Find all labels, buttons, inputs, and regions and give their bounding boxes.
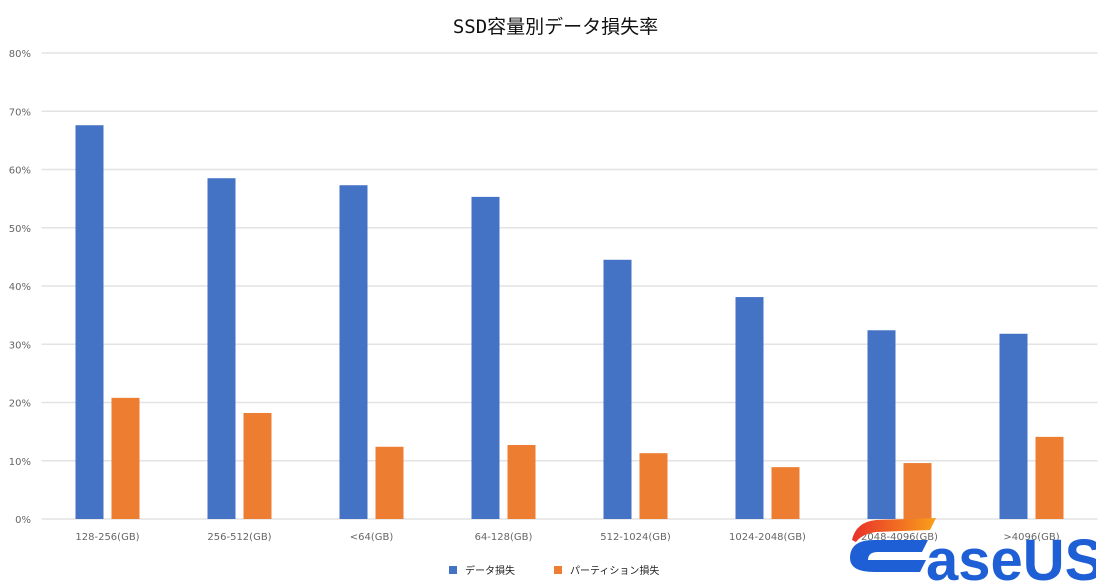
y-tick-label: 40% [9,282,31,293]
easeus-logo-watermark: aseUS [850,518,1096,584]
y-tick-label: 50% [9,224,31,235]
bar-partition-loss [243,412,272,519]
legend-swatch-partition-loss [554,565,562,574]
bar-partition-loss [903,463,932,519]
legend-label-partition-loss: パーティション損失 [570,566,660,577]
bar-partition-loss [507,445,536,519]
bar-partition-loss [375,446,404,519]
y-tick-label: 60% [9,166,31,177]
bar-partition-loss [111,397,140,519]
legend-item-partition-loss: パーティション損失 [554,562,659,577]
x-tick-label: 128-256(GB) [75,532,139,543]
bar-data-loss [207,178,236,520]
y-tick-label: 0% [15,515,31,526]
chart-title: SSD容量別データ損失率 [452,16,659,38]
y-tick-label: 30% [9,340,31,351]
bar-data-loss [603,259,632,519]
x-tick-label: 512-1024(GB) [600,532,671,543]
bar-data-loss [735,297,764,519]
x-tick-label: 64-128(GB) [475,532,533,543]
y-tick-label: 70% [9,107,31,118]
svg-text:aseUS: aseUS [926,528,1096,584]
y-tick-label: 10% [9,457,31,468]
x-tick-label: 2048-4096(GB) [861,532,938,543]
bar-data-loss [339,185,368,520]
legend-item-data-loss: データ損失 [449,562,515,577]
x-tick-label: 1024-2048(GB) [729,532,806,543]
legend-label-data-loss: データ損失 [465,566,515,577]
bar-partition-loss [639,453,668,519]
bar-data-loss [471,196,500,519]
y-tick-label: 20% [9,399,31,410]
bar-data-loss [867,330,896,519]
x-tick-label: <64(GB) [350,532,394,543]
bar-partition-loss [1035,436,1064,519]
legend-swatch-data-loss [449,565,457,574]
y-tick-label: 80% [9,49,31,60]
x-tick-label: 256-512(GB) [207,532,271,543]
bar-data-loss [75,125,104,519]
x-tick-label: >4096(GB) [1003,532,1059,543]
bar-partition-loss [771,467,800,519]
bar-data-loss [999,333,1028,519]
